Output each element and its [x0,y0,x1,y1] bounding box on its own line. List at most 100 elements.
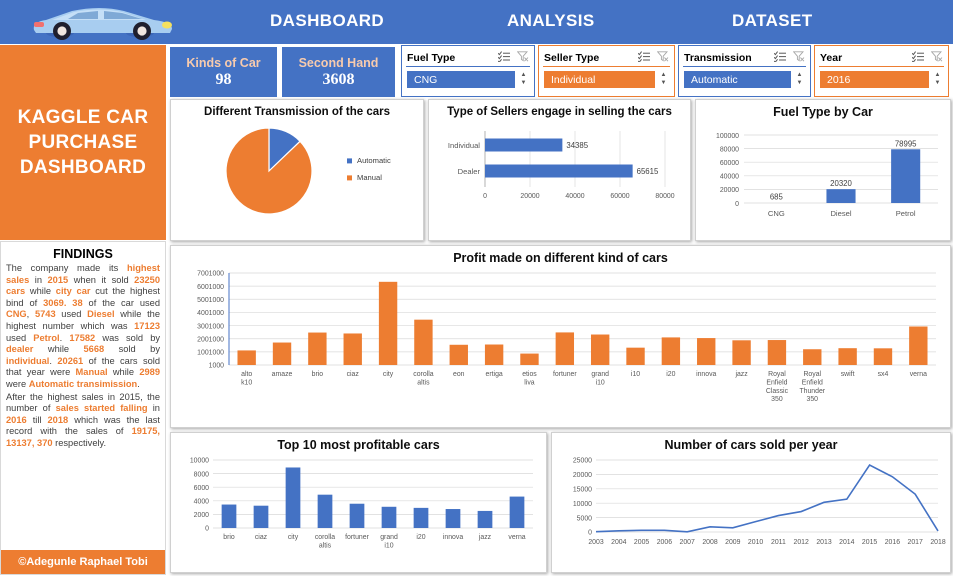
slicer-transmission[interactable]: Transmission Automatic ▲ ▼ [678,45,811,97]
bar-i10 [626,347,645,365]
chart-panel-transmission-pie: Different Transmission of the cars Autom… [170,99,424,241]
findings-panel: FINDINGS The company made its highest sa… [0,241,166,575]
svg-text:fortuner: fortuner [553,371,577,378]
svg-text:5001000: 5001000 [197,297,224,304]
kpi-value: 98 [215,70,232,88]
slicer-selected-value[interactable]: Automatic [684,71,791,88]
year-label: 2016 [885,539,900,546]
svg-text:80000: 80000 [655,193,674,200]
svg-text:amaze: amaze [272,371,293,378]
kpi-label: Kinds of Car [186,55,261,70]
svg-text:fortuner: fortuner [345,534,369,541]
svg-text:1001000: 1001000 [197,350,224,357]
slicer-title: Fuel Type [407,52,456,64]
chart-title: Fuel Type by Car [773,105,873,119]
svg-text:6000: 6000 [194,485,209,492]
year-label: 2006 [657,539,672,546]
slicer-year[interactable]: Year 2016 ▲ ▼ [814,45,949,97]
chart-panel-cars-per-year: Number of cars sold per year 0 5000 10000 1… [551,432,951,573]
bar-fortuner [349,503,365,528]
svg-text:ciaz: ciaz [255,534,268,541]
slicer-scroll-spinner[interactable]: ▲ ▼ [660,72,667,86]
slicer-scroll-spinner[interactable]: ▲ ▼ [796,72,803,86]
year-label: 2015 [862,539,877,546]
multi-select-icon[interactable] [637,49,650,67]
bar-jazz [477,510,493,528]
nav-tab-dashboard[interactable]: DASHBOARD [270,11,385,30]
clear-filter-icon[interactable] [792,49,805,67]
slicer-fuel-type[interactable]: Fuel Type CNG ▲ ▼ [401,45,535,97]
svg-text:1000: 1000 [209,363,224,370]
svg-text:20000: 20000 [720,187,739,194]
fuel-type-bar-chart: 0 20000 40000 60000 80000 100000 685 CNG 20320 Di… [716,133,938,218]
top-navigation-bar: DASHBOARD ANALYSIS DATASET [0,0,953,44]
value-label: 34385 [566,141,588,150]
svg-text:liva: liva [524,379,535,386]
year-label: 2010 [748,539,763,546]
slicer-scroll-spinner[interactable]: ▲ ▼ [934,72,941,86]
bar-ciaz [343,333,362,365]
bar-individual [485,138,563,152]
slicer-title: Year [820,52,843,64]
bar-innova [445,509,461,528]
bar-petrol [891,149,921,203]
bar-verna [909,326,928,365]
svg-text:jazz: jazz [478,534,492,541]
pie-slice-manual [225,127,313,215]
category-label: CNG [768,209,785,218]
slicer-selected-value[interactable]: Individual [544,71,655,88]
bar-city [378,281,398,365]
svg-text:0: 0 [205,526,209,533]
bar-royal-enfield-thunder-350 [803,349,822,365]
category-label: Individual [448,141,480,150]
findings-paragraph-1: The company made its highest sales in 20… [6,263,161,389]
svg-text:8000: 8000 [194,471,209,478]
bar-sx4 [873,348,893,365]
car-sedan-icon [12,2,190,42]
bar-alto-k10 [237,350,256,365]
nav-tab-analysis[interactable]: ANALYSIS [507,11,595,30]
year-label: 2012 [794,539,809,546]
multi-select-icon[interactable] [497,49,510,67]
svg-text:brio: brio [223,534,235,541]
bar-brio [308,332,327,365]
chart-panel-profit-by-car: Profit made on different kind of cars 10… [170,245,951,428]
svg-text:7001000: 7001000 [197,271,224,278]
cars-sold-per-year-line-chart: 0 5000 10000 15000 20000 25000 2003 2004 2005 200… [573,458,946,546]
year-label: 2003 [588,539,603,546]
year-label: 2013 [816,539,831,546]
svg-text:altis: altis [417,379,430,386]
slicer-selected-value[interactable]: 2016 [820,71,929,88]
clear-filter-icon[interactable] [930,49,943,67]
bar-grand-i10 [590,334,610,365]
svg-text:verna: verna [910,371,927,378]
multi-select-icon[interactable] [911,49,924,67]
bar-i20 [413,507,429,528]
svg-text:jazz: jazz [734,371,748,378]
clear-filter-icon[interactable] [656,49,669,67]
svg-text:swift: swift [841,371,855,378]
svg-text:4000: 4000 [194,499,209,506]
kpi-label: Second Hand [298,55,379,70]
svg-text:Classic: Classic [766,388,789,395]
slicer-scroll-spinner[interactable]: ▲ ▼ [520,72,527,86]
category-label: Petrol [896,209,916,218]
svg-text:0: 0 [588,530,592,537]
svg-text:i10: i10 [596,379,605,386]
author-credit: ©Adegunle Raphael Tobi [1,550,165,574]
slicer-seller-type[interactable]: Seller Type Individual ▲ ▼ [538,45,675,97]
slicer-title: Seller Type [544,52,600,64]
clear-filter-icon[interactable] [516,49,529,67]
svg-text:5000: 5000 [577,515,592,522]
multi-select-icon[interactable] [773,49,786,67]
svg-text:10000: 10000 [190,458,209,465]
findings-paragraph-2: After the highest sales in 2015, the num… [6,391,160,448]
bar-corolla-altis [414,319,433,365]
svg-text:city: city [383,371,394,378]
slicer-selected-value[interactable]: CNG [407,71,515,88]
svg-text:60000: 60000 [720,160,739,167]
chart-title: Type of Sellers engage in selling the ca… [447,106,672,118]
category-label: Dealer [458,167,481,176]
nav-tab-dataset[interactable]: DATASET [732,11,813,30]
svg-text:ciaz: ciaz [347,371,360,378]
